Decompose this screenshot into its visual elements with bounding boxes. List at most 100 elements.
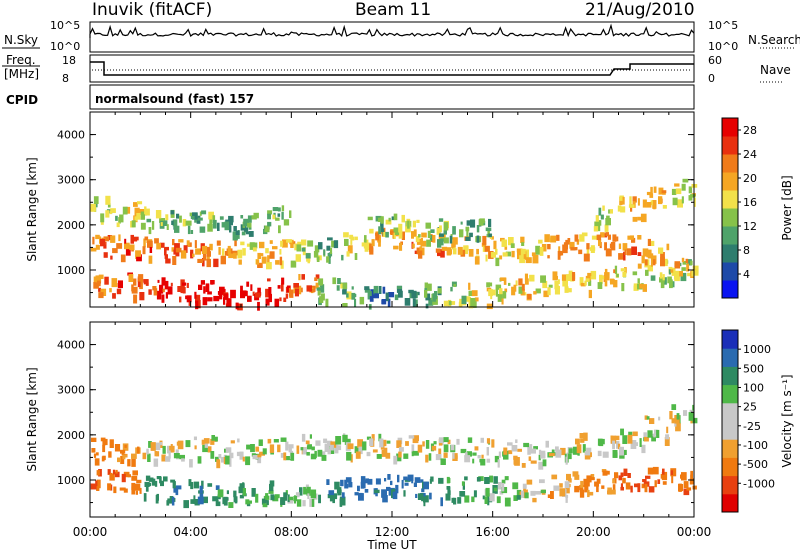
data-cell <box>261 256 267 264</box>
data-cell <box>551 449 555 456</box>
data-cell <box>233 252 237 259</box>
data-cell <box>167 445 170 454</box>
data-cell <box>440 249 445 258</box>
data-cell <box>565 495 568 503</box>
data-cell <box>554 285 560 295</box>
velocity-panel: 1000 2000 3000 4000 Slant Range [km] <box>25 321 698 518</box>
data-cell <box>382 495 388 503</box>
data-cell <box>96 486 100 491</box>
data-cell <box>154 480 158 487</box>
data-cell <box>229 458 232 467</box>
data-cell <box>341 492 345 498</box>
colorbar-segment <box>722 244 738 263</box>
data-cell <box>613 269 616 274</box>
data-cell <box>228 215 234 223</box>
data-cell <box>451 243 454 249</box>
data-cell <box>133 294 138 304</box>
data-cell <box>622 271 627 277</box>
data-cell <box>234 239 237 247</box>
data-cell <box>251 215 257 220</box>
data-cell <box>98 287 101 292</box>
data-cell <box>380 229 385 233</box>
data-cell <box>230 440 235 444</box>
data-cell <box>278 225 281 234</box>
data-cell <box>586 447 592 453</box>
data-cell <box>574 485 580 493</box>
data-cell <box>618 243 622 249</box>
data-cell <box>367 216 373 221</box>
data-cell <box>437 288 442 294</box>
data-cell <box>504 476 509 481</box>
data-cell <box>305 440 310 445</box>
data-cell <box>225 455 230 465</box>
data-cell <box>544 234 550 243</box>
data-cell <box>207 446 212 453</box>
data-cell <box>620 428 624 436</box>
data-cell <box>650 258 653 267</box>
data-cell <box>535 491 541 495</box>
data-cell <box>493 487 498 492</box>
data-cell <box>164 246 169 251</box>
data-cell <box>137 446 140 454</box>
nsky-tick-bottom: 10^0 <box>50 40 80 53</box>
data-cell <box>239 494 244 499</box>
data-cell <box>109 210 112 215</box>
data-cell <box>166 224 169 230</box>
data-cell <box>616 236 619 242</box>
data-cell <box>328 256 331 264</box>
data-cell <box>432 235 436 243</box>
data-cell <box>197 217 203 221</box>
data-cell <box>565 485 570 494</box>
colorbar-segment <box>722 421 738 440</box>
data-cell <box>285 456 291 461</box>
data-cell <box>332 494 335 504</box>
data-cell <box>314 245 320 253</box>
data-cell <box>180 288 184 294</box>
data-cell <box>476 477 481 482</box>
data-cell <box>363 239 369 249</box>
data-cell <box>272 246 278 250</box>
data-cell <box>227 245 231 255</box>
data-cell <box>163 476 168 482</box>
data-cell <box>120 456 125 464</box>
data-cell <box>255 446 260 452</box>
data-cell <box>631 237 636 243</box>
colorbar-tick-label: 16 <box>743 196 757 209</box>
data-cell <box>395 484 399 494</box>
data-cell <box>307 257 310 264</box>
data-cell <box>659 277 665 283</box>
data-cell <box>131 482 136 491</box>
data-cell <box>488 233 492 238</box>
data-cell <box>123 471 130 478</box>
data-cell <box>365 478 369 484</box>
colorbar-tick-label: -500 <box>743 458 768 471</box>
colorbar-label: Velocity [m s⁻¹] <box>780 374 794 467</box>
data-cell <box>339 496 346 506</box>
data-cell <box>125 454 128 458</box>
data-cell <box>301 274 305 280</box>
data-cell <box>446 247 452 256</box>
data-cell <box>651 240 655 246</box>
data-cell <box>545 440 549 448</box>
data-cell <box>156 476 162 480</box>
data-cell <box>157 279 160 283</box>
data-cell <box>299 487 303 496</box>
data-cell <box>596 234 602 241</box>
data-cell <box>168 450 171 459</box>
data-cell <box>193 495 196 504</box>
data-cell <box>569 241 575 249</box>
data-cell <box>649 193 654 198</box>
freq-panel: Freq. [MHz] 18 8 60 0 Nave <box>2 53 791 85</box>
data-cell <box>242 456 245 462</box>
data-cell <box>459 298 463 303</box>
data-cell <box>242 248 246 256</box>
data-cell <box>266 262 272 270</box>
data-cell <box>670 468 677 477</box>
data-cell <box>622 243 628 251</box>
data-cell <box>194 291 197 299</box>
data-cell <box>488 251 494 259</box>
data-cell <box>453 284 456 287</box>
freq-line <box>90 61 694 76</box>
data-cell <box>215 501 221 507</box>
data-cell <box>586 243 590 250</box>
